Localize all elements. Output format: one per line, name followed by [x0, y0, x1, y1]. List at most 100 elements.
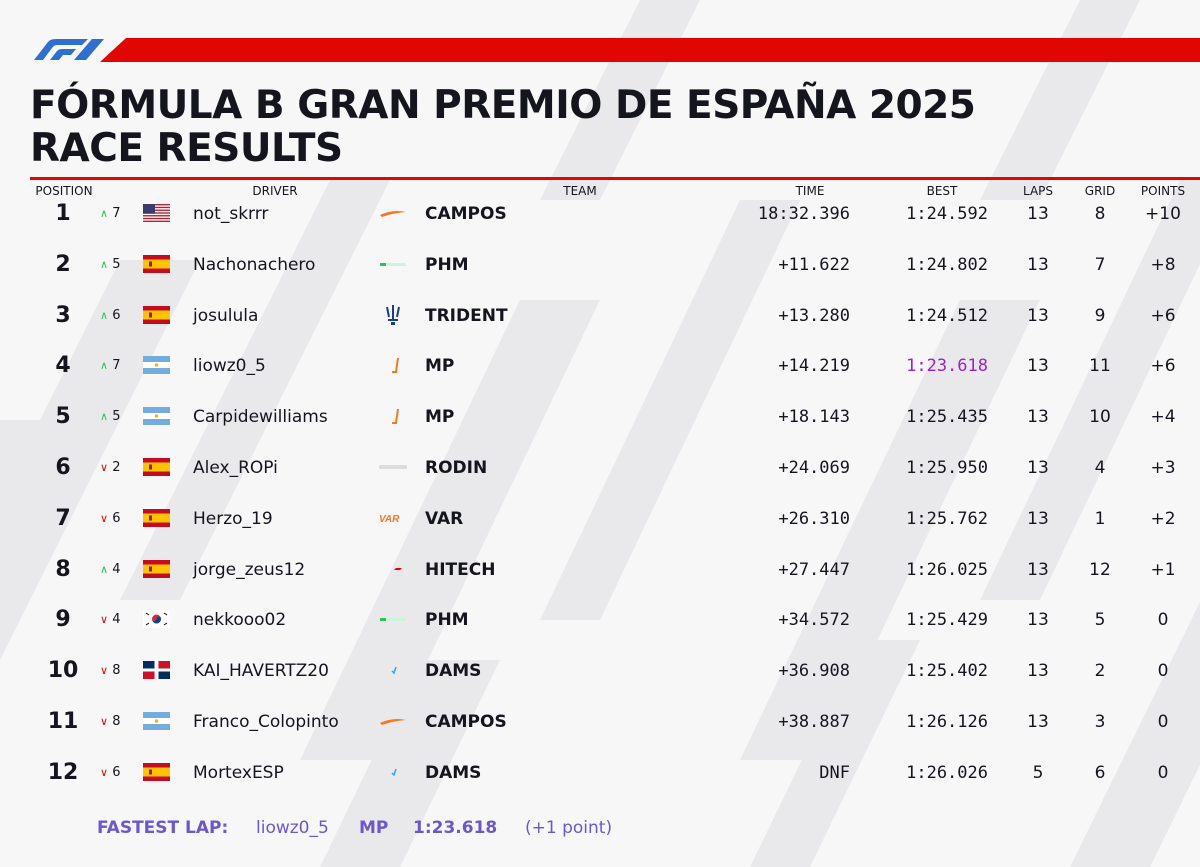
campos-logo-icon — [376, 709, 410, 733]
hitech-logo-icon — [376, 557, 410, 581]
fastest-lap-note: (+1 point) — [525, 818, 613, 838]
dams-logo-icon — [376, 760, 410, 784]
fastest-lap-label: FASTEST LAP: — [97, 818, 229, 838]
race-time: +34.572 — [778, 610, 850, 631]
laps: 13 — [1027, 559, 1049, 580]
red-banner-notch — [100, 38, 126, 62]
position: 10 — [47, 658, 79, 684]
race-time: +11.622 — [778, 254, 850, 275]
laps: 13 — [1027, 305, 1049, 326]
best-lap: 1:26.026 — [906, 762, 988, 783]
position: 7 — [55, 505, 71, 531]
usa-flag-icon — [143, 204, 170, 222]
driver-name: Herzo_19 — [193, 508, 273, 529]
race-time: DNF — [819, 762, 850, 783]
team-name: PHM — [425, 610, 469, 631]
laps: 13 — [1027, 508, 1049, 529]
best-lap: 1:24.802 — [906, 254, 988, 275]
col-header-grid: GRID — [1084, 184, 1116, 198]
race-time: +38.887 — [778, 712, 850, 732]
arrow-up-icon: ∧ — [100, 308, 109, 322]
table-row: 7 ∨ 6 Herzo_19 VAR VAR +26.310 1:25.762 13 1 +2 — [0, 494, 1200, 544]
position-change-value: 8 — [112, 663, 121, 679]
position-change-value: 6 — [112, 764, 121, 780]
position-change: ∨ 8 — [100, 646, 136, 696]
position: 6 — [55, 455, 71, 480]
col-header-best: BEST — [926, 184, 958, 198]
arrow-down-icon: ∨ — [100, 511, 109, 525]
spain-flag-icon — [143, 305, 170, 324]
fastest-lap-time: 1:23.618 — [413, 818, 498, 838]
position: 2 — [55, 251, 71, 277]
race-time: +14.219 — [778, 356, 850, 377]
race-time: +36.908 — [778, 661, 850, 682]
position: 12 — [47, 759, 79, 785]
team-name: RODIN — [425, 458, 488, 478]
team-name: VAR — [425, 508, 464, 529]
dominican-republic-flag-icon — [143, 661, 170, 680]
driver-name: Nachonachero — [193, 254, 316, 275]
best-lap: 1:24.512 — [906, 305, 988, 326]
driver-name: jorge_zeus12 — [193, 559, 306, 580]
driver-name: nekkooo02 — [193, 610, 287, 631]
var-logo-icon: VAR — [376, 506, 410, 530]
laps: 5 — [1032, 762, 1044, 783]
position-change-value: 2 — [112, 460, 121, 475]
position-change-value: 6 — [112, 307, 121, 323]
arrow-down-icon: ∨ — [100, 461, 109, 474]
page-title: FÓRMULA B GRAN PREMIO DE ESPAÑA 2025 — [30, 83, 976, 128]
points: +10 — [1145, 204, 1181, 224]
arrow-up-icon: ∧ — [100, 562, 109, 576]
position-change-value: 6 — [112, 510, 121, 526]
arrow-down-icon: ∨ — [100, 613, 109, 627]
position-change: ∨ 8 — [100, 697, 136, 747]
table-row: 9 ∨ 4 nekkooo02 PHM +34.572 1:25.429 13 5 0 — [0, 595, 1200, 645]
driver-name: KAI_HAVERTZ20 — [193, 661, 329, 682]
spain-flag-icon — [143, 508, 170, 527]
laps: 13 — [1027, 356, 1049, 377]
arrow-down-icon: ∨ — [100, 715, 109, 728]
race-time: +26.310 — [778, 508, 850, 529]
position: 4 — [55, 353, 71, 379]
position-change: ∧ 7 — [100, 189, 136, 239]
laps: 13 — [1027, 407, 1049, 428]
col-header-laps: LAPS — [1022, 184, 1054, 198]
table-row: 10 ∨ 8 KAI_HAVERTZ20 DAMS +36.908 1:25.402 13 2… — [0, 646, 1200, 696]
points: 0 — [1157, 762, 1169, 783]
team-name: PHM — [425, 254, 469, 275]
driver-name: liowz0_5 — [193, 356, 266, 377]
position-change: ∨ 2 — [100, 443, 136, 493]
points: +3 — [1150, 458, 1176, 478]
col-header-position: POSITION — [35, 184, 93, 198]
best-lap: 1:25.435 — [906, 407, 988, 428]
red-banner — [126, 38, 1200, 62]
best-lap: 1:25.429 — [906, 610, 988, 631]
points: +1 — [1150, 559, 1176, 580]
driver-name: MortexESP — [193, 762, 284, 783]
race-time: +18.143 — [778, 407, 850, 428]
points: +6 — [1150, 356, 1176, 377]
position: 1 — [55, 201, 71, 226]
grid-position: 10 — [1089, 407, 1111, 428]
driver-name: Franco_Colopinto — [193, 712, 339, 732]
position: 5 — [55, 404, 71, 430]
grid-position: 11 — [1089, 356, 1111, 377]
argentina-flag-icon — [143, 356, 170, 375]
position: 9 — [55, 607, 71, 633]
position: 8 — [55, 556, 71, 582]
best-lap: 1:24.592 — [906, 204, 988, 224]
spain-flag-icon — [143, 762, 170, 781]
position-change: ∨ 6 — [100, 748, 136, 798]
grid-position: 12 — [1089, 559, 1111, 580]
col-header-time: TIME — [795, 184, 825, 198]
points: 0 — [1157, 610, 1169, 631]
driver-name: Alex_ROPi — [193, 458, 278, 478]
campos-logo-icon — [376, 201, 410, 225]
points: +8 — [1150, 254, 1176, 275]
laps: 13 — [1027, 458, 1049, 478]
fastest-lap-team: MP — [359, 818, 389, 838]
table-row: 12 ∨ 6 MortexESP DAMS DNF 1:26.026 5 6 0 — [0, 748, 1200, 798]
grid-position: 7 — [1094, 254, 1106, 275]
argentina-flag-icon — [143, 407, 170, 426]
best-lap: 1:26.025 — [906, 559, 988, 580]
